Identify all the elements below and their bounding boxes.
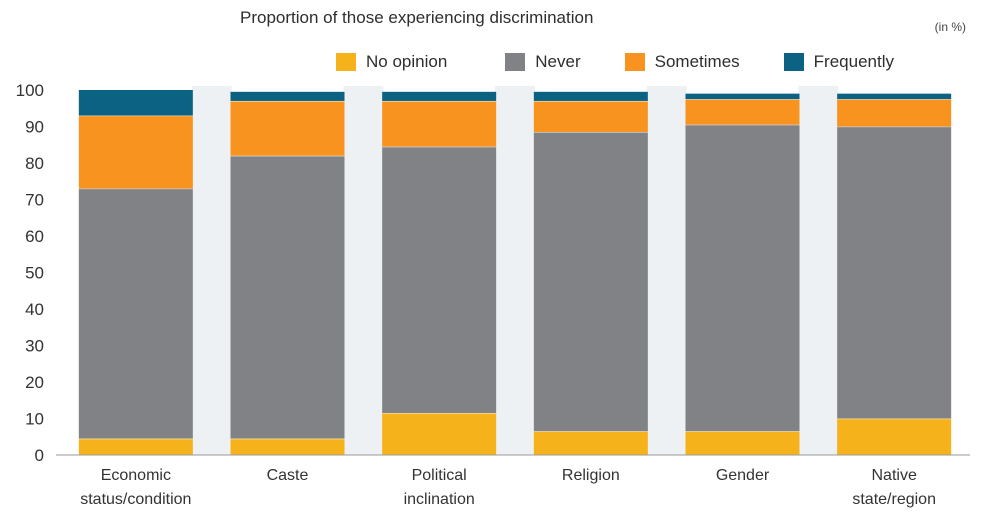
bar-segment — [533, 431, 648, 455]
y-tick-label: 70 — [25, 191, 44, 210]
background-stripe — [343, 86, 384, 455]
legend-item: Frequently — [783, 52, 894, 72]
x-category-label: inclination — [404, 491, 475, 508]
background-stripe — [798, 86, 839, 455]
bar-segment — [685, 99, 800, 125]
x-category-label: Economic — [101, 467, 171, 484]
x-category-label: Political — [412, 467, 467, 484]
bar-segment — [382, 91, 497, 101]
bar-segment — [78, 188, 193, 439]
bar-segment — [837, 99, 952, 127]
chart-title: Proportion of those experiencing discrim… — [240, 8, 594, 27]
bar-segment — [685, 124, 800, 432]
bar-segment — [78, 90, 193, 116]
bar-segment — [837, 93, 952, 100]
legend: No opinion Never Sometimes Frequently — [336, 52, 894, 72]
legend-item: No opinion — [336, 52, 447, 72]
y-tick-label: 20 — [25, 373, 44, 392]
legend-swatch — [783, 53, 804, 71]
bar-segment — [533, 100, 648, 132]
x-category-label: Gender — [716, 467, 770, 484]
bar-segment — [78, 438, 193, 455]
x-category-label: state/region — [852, 491, 936, 508]
bar-segment — [78, 115, 193, 189]
bar-segment — [533, 91, 648, 101]
y-tick-label: 60 — [25, 227, 44, 246]
unit-label: (in %) — [934, 20, 966, 34]
legend-label: No opinion — [366, 52, 448, 71]
bar-segment — [230, 100, 345, 156]
bar-segment — [230, 155, 345, 439]
legend-label: Frequently — [813, 52, 894, 71]
bar-segment — [230, 438, 345, 455]
bar-segment — [533, 131, 648, 432]
legend-item: Never — [505, 52, 581, 72]
bar-segment — [685, 93, 800, 100]
background-stripe — [646, 86, 687, 455]
x-category-label: Caste — [267, 467, 309, 484]
background-stripe — [495, 86, 535, 455]
x-category-label: Native — [871, 467, 916, 484]
bar-segment — [837, 418, 952, 455]
legend-swatch — [336, 53, 356, 71]
bar-segment — [230, 91, 345, 101]
y-tick-label: 50 — [25, 264, 44, 283]
bar-segment — [837, 126, 952, 419]
y-tick-label: 10 — [25, 410, 44, 429]
y-tick-label: 90 — [25, 118, 44, 137]
y-tick-label: 100 — [16, 81, 44, 100]
y-tick-label: 30 — [25, 337, 44, 356]
legend-label: Sometimes — [654, 52, 740, 71]
legend-item: Sometimes — [624, 52, 740, 72]
bar-segment — [382, 413, 497, 455]
legend-swatch — [505, 53, 526, 71]
background-stripe — [191, 86, 232, 455]
bar-segment — [382, 146, 497, 414]
legend-swatch — [624, 53, 645, 71]
x-category-label: status/condition — [80, 491, 191, 508]
y-tick-label: 0 — [35, 446, 44, 465]
bar-segment — [685, 431, 800, 455]
legend-label: Never — [535, 52, 581, 71]
y-tick-label: 80 — [25, 154, 44, 173]
x-category-label: Religion — [562, 467, 620, 484]
y-tick-label: 40 — [25, 300, 44, 319]
bar-segment — [382, 100, 497, 147]
